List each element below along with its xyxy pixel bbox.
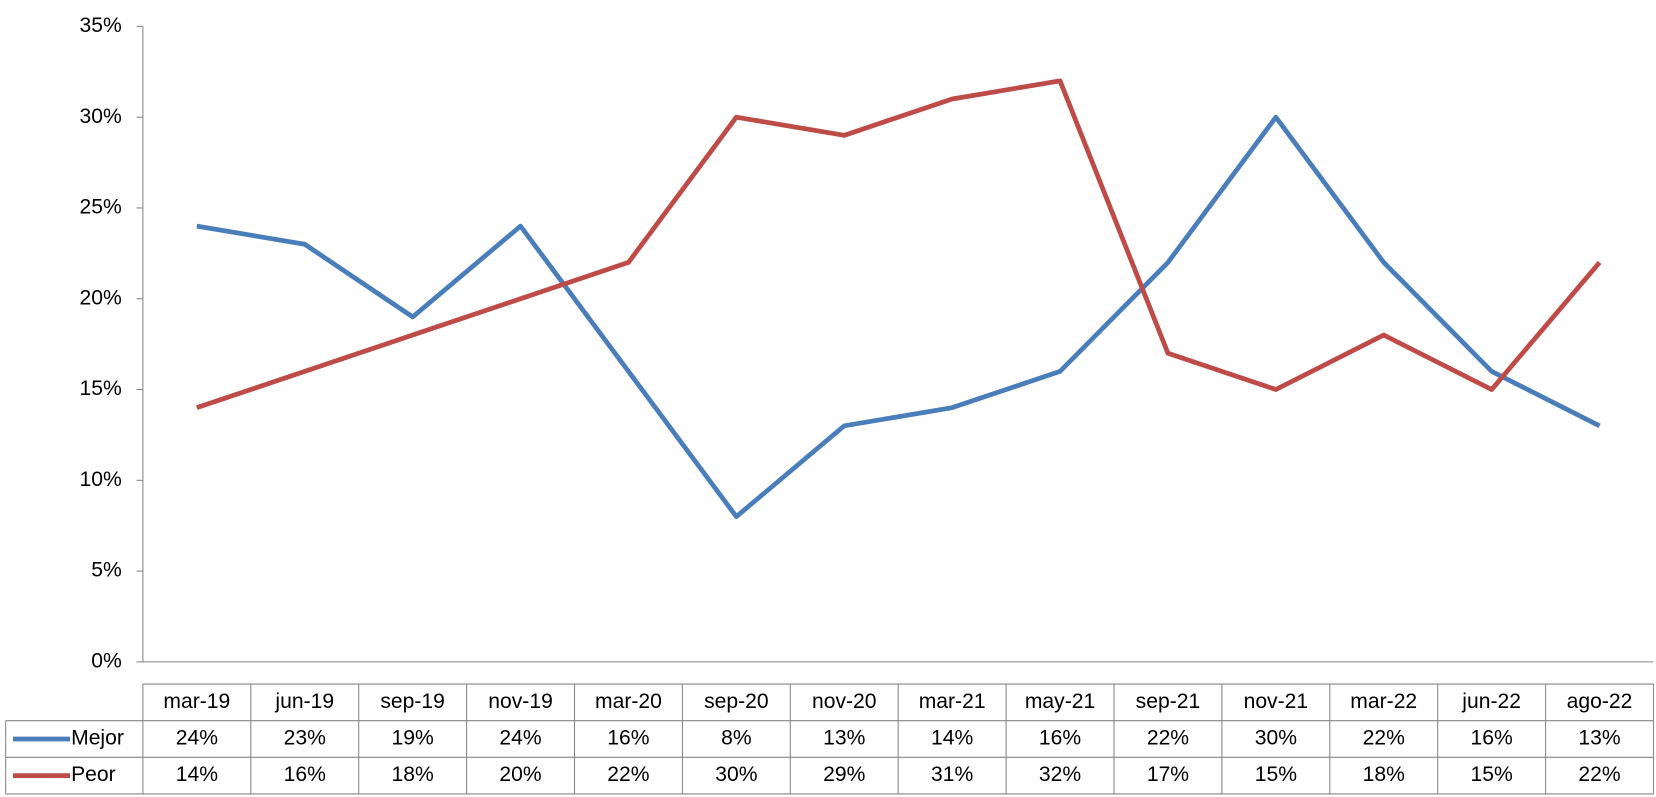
line [196, 78, 1602, 410]
table-value: 16% [1471, 727, 1513, 750]
table-value: 22% [1363, 727, 1405, 750]
y-tick-label: 15% [80, 377, 122, 400]
y-tick-label: 25% [80, 196, 122, 219]
y-tick-label: 30% [80, 105, 122, 128]
table-value: 30% [715, 763, 757, 786]
x-tick-label: mar-20 [595, 690, 662, 713]
y-tick-label: 10% [80, 468, 122, 491]
table-value: 22% [1147, 727, 1189, 750]
table-value: 15% [1471, 763, 1513, 786]
table-value: 18% [392, 763, 434, 786]
x-tick-label: sep-21 [1136, 690, 1201, 713]
legend-label: Mejor [71, 727, 124, 750]
table-value: 19% [392, 727, 434, 750]
table-value: 24% [176, 727, 218, 750]
line [196, 114, 1601, 520]
y-tick-label: 0% [91, 649, 122, 672]
table-value: 16% [607, 727, 649, 750]
x-tick-label: sep-20 [704, 690, 769, 713]
legend-label: Peor [71, 763, 116, 786]
table-value: 30% [1255, 727, 1297, 750]
x-tick-label: jun-22 [1461, 690, 1521, 713]
x-tick-label: sep-19 [380, 690, 445, 713]
y-tick-label: 35% [80, 14, 122, 37]
table-value: 22% [607, 763, 649, 786]
table-value: 22% [1578, 763, 1620, 786]
table-value: 20% [499, 763, 541, 786]
x-tick-label: nov-21 [1244, 690, 1309, 713]
table-value: 13% [823, 727, 865, 750]
x-tick-label: mar-21 [919, 690, 986, 713]
table-value: 31% [931, 763, 973, 786]
y-tick-label: 5% [91, 559, 122, 582]
table-value: 8% [721, 727, 752, 750]
table-value: 15% [1255, 763, 1297, 786]
table-value: 14% [931, 727, 973, 750]
x-tick-label: nov-20 [812, 690, 877, 713]
x-tick-label: nov-19 [488, 690, 553, 713]
x-tick-label: may-21 [1025, 690, 1095, 713]
table-value: 16% [1039, 727, 1081, 750]
table-value: 13% [1578, 727, 1620, 750]
table-value: 18% [1363, 763, 1405, 786]
table-value: 29% [823, 763, 865, 786]
table-value: 32% [1039, 763, 1081, 786]
x-tick-label: mar-22 [1350, 690, 1417, 713]
table-value: 17% [1147, 763, 1189, 786]
x-tick-label: ago-22 [1567, 690, 1633, 713]
x-tick-label: jun-19 [274, 690, 334, 713]
table-value: 24% [499, 727, 541, 750]
y-tick-label: 20% [80, 286, 122, 309]
table-value: 16% [284, 763, 326, 786]
x-tick-label: mar-19 [163, 690, 230, 713]
table-value: 14% [176, 763, 218, 786]
table-value: 23% [284, 727, 326, 750]
